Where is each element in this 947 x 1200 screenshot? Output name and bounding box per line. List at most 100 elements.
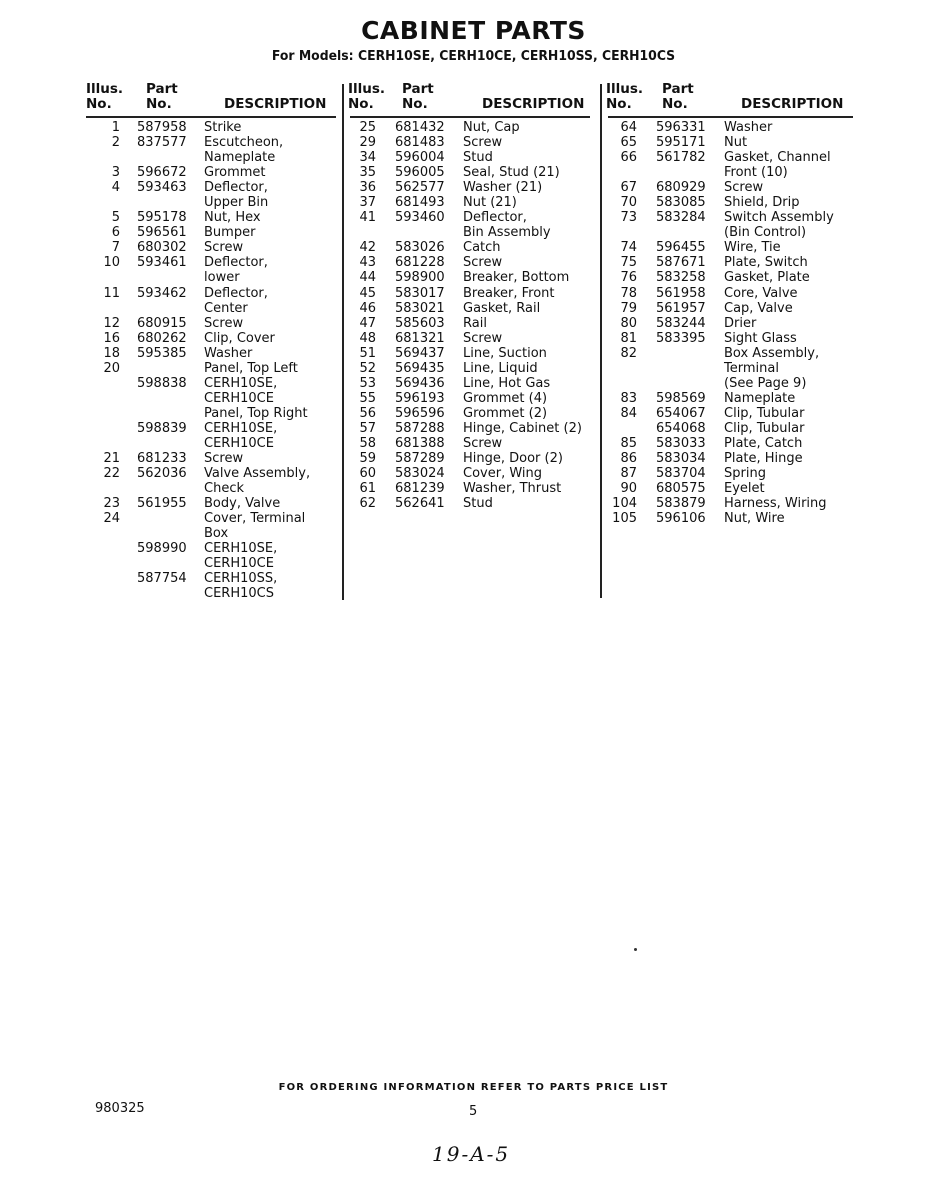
part-description: Eyelet <box>724 481 765 497</box>
page-title: CABINET PARTS <box>361 16 586 45</box>
part-number: 596106 <box>656 511 706 527</box>
part-description: Nut, Wire <box>724 511 785 527</box>
part-description: Grommet <box>204 165 266 181</box>
part-description: Terminal <box>724 360 779 376</box>
part-description: Gasket, Plate <box>724 270 810 286</box>
illus-number: 44 <box>359 270 376 286</box>
part-number: 681228 <box>395 255 445 271</box>
part-number: 561782 <box>656 150 706 166</box>
part-description: (Bin Control) <box>724 225 807 241</box>
ordering-note: FOR ORDERING INFORMATION REFER TO PARTS … <box>278 1082 669 1093</box>
part-number: 583021 <box>395 300 445 316</box>
illus-number: 58 <box>359 435 376 451</box>
part-number: 569435 <box>395 360 445 376</box>
part-description: CERH10SE, <box>204 541 278 557</box>
header-description: DESCRIPTION <box>482 96 585 112</box>
illus-number: 5 <box>111 210 120 226</box>
part-number: 681239 <box>395 481 445 497</box>
part-description: Valve Assembly, <box>204 466 311 482</box>
part-number: 680262 <box>137 330 187 346</box>
illus-number: 57 <box>359 420 376 436</box>
illus-number: 79 <box>620 300 637 316</box>
illus-number: 22 <box>103 466 120 482</box>
part-number: 583879 <box>656 496 706 512</box>
part-description: Spring <box>724 466 766 482</box>
part-description: Nameplate <box>724 390 796 406</box>
illus-number: 41 <box>359 210 376 226</box>
part-description: Cover, Terminal <box>204 511 306 527</box>
illus-number: 24 <box>103 511 120 527</box>
part-number: 583284 <box>656 210 706 226</box>
part-description: Breaker, Front <box>463 285 555 301</box>
illus-number: 18 <box>103 345 120 361</box>
illus-number: 104 <box>612 496 637 512</box>
part-number: 680915 <box>137 315 187 331</box>
part-number: 593463 <box>137 180 187 196</box>
illus-number: 1 <box>111 120 120 135</box>
illus-number: 87 <box>620 466 637 482</box>
illus-number: 2 <box>111 135 120 151</box>
part-description: Switch Assembly <box>724 210 834 226</box>
part-description: Panel, Top Left <box>204 360 298 376</box>
illus-number: 82 <box>620 345 637 361</box>
illus-number: 4 <box>111 180 120 196</box>
part-number: 585603 <box>395 315 445 331</box>
part-description: Screw <box>724 180 764 196</box>
part-number: 587288 <box>395 420 445 436</box>
part-description: Screw <box>204 451 244 467</box>
part-description: Stud <box>463 496 493 512</box>
part-description: Screw <box>204 315 244 331</box>
part-description: Clip, Tubular <box>724 405 805 421</box>
part-description: Clip, Tubular <box>724 420 805 436</box>
illus-number: 86 <box>620 451 637 467</box>
part-description: Hinge, Door (2) <box>463 451 563 467</box>
part-number: 561957 <box>656 300 706 316</box>
part-description: Plate, Hinge <box>724 451 803 467</box>
part-description: Seal, Stud (21) <box>463 165 560 181</box>
part-number: 595385 <box>137 345 187 361</box>
header-illus: Illus. <box>606 81 644 97</box>
part-number: 598838 <box>137 375 187 391</box>
header-illus-no: No. <box>348 96 374 112</box>
column-divider <box>342 84 344 600</box>
illus-number: 7 <box>111 240 120 256</box>
part-number: 680929 <box>656 180 706 196</box>
illus-number: 59 <box>359 451 376 467</box>
illus-number: 29 <box>359 135 376 151</box>
part-description: Screw <box>463 255 503 271</box>
part-number: 596331 <box>656 120 706 135</box>
part-description: Rail <box>463 315 487 331</box>
part-number: 598839 <box>137 420 187 436</box>
part-description: Drier <box>724 315 757 331</box>
part-description: Sight Glass <box>724 330 797 346</box>
part-number: 596004 <box>395 150 445 166</box>
part-description: Line, Hot Gas <box>463 375 551 391</box>
part-number: 587289 <box>395 451 445 467</box>
illus-number: 60 <box>359 466 376 482</box>
part-number: 583244 <box>656 315 706 331</box>
page-number: 5 <box>469 1104 478 1119</box>
illus-number: 64 <box>620 120 637 135</box>
part-number: 583033 <box>656 435 706 451</box>
page-subtitle: For Models: CERH10SE, CERH10CE, CERH10SS… <box>271 48 676 64</box>
illus-number: 52 <box>359 360 376 376</box>
part-description: Stud <box>463 150 493 166</box>
header-part-no: No. <box>146 96 172 112</box>
header-rule <box>608 116 853 118</box>
part-description: Clip, Cover <box>204 330 275 346</box>
column-divider <box>600 84 602 598</box>
part-number: 562641 <box>395 496 445 512</box>
header-part: Part <box>146 81 178 97</box>
part-number: 596596 <box>395 405 445 421</box>
illus-number: 36 <box>359 180 376 196</box>
illus-number: 75 <box>620 255 637 271</box>
part-description: CERH10SS, <box>204 571 278 587</box>
part-description: CERH10CE <box>204 435 274 451</box>
illus-number: 23 <box>103 496 120 512</box>
illus-number: 12 <box>103 315 120 331</box>
header-rule <box>86 116 336 118</box>
part-description: CERH10CS <box>204 586 274 602</box>
part-description: Screw <box>463 435 503 451</box>
handwritten-note: 19-A-5 <box>432 1142 511 1166</box>
part-description: Check <box>204 481 244 497</box>
